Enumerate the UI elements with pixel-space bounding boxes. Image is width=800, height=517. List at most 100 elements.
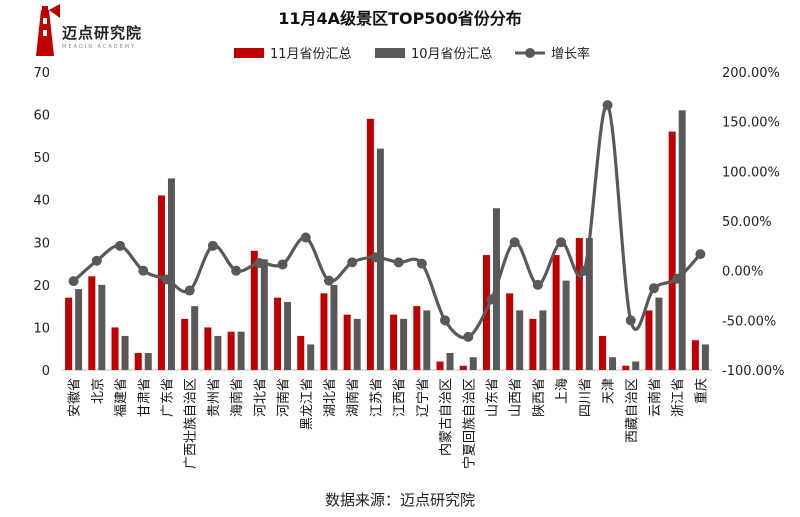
bar-nov <box>250 250 258 370</box>
bar-oct <box>260 259 268 370</box>
bar-oct <box>446 352 454 370</box>
legend: 11月省份汇总 10月省份汇总 增长率 <box>234 46 590 62</box>
category-label: 上海 <box>555 378 570 404</box>
right-axis: -100.00% -50.00% 0.00% 50.00% 100.00% 150.00%… <box>722 66 785 379</box>
growth-rate-point <box>556 237 567 248</box>
growth-rate-point <box>672 273 683 284</box>
bar-oct <box>469 357 477 370</box>
legend-swatch <box>375 48 405 58</box>
category-label: 西藏自治区 <box>625 378 640 443</box>
bar-oct <box>144 352 152 370</box>
growth-rate-point <box>486 294 497 305</box>
bar-nov <box>413 306 421 370</box>
bar-oct <box>423 310 431 370</box>
bar-oct <box>98 284 106 370</box>
category-label: 河南省 <box>276 378 292 417</box>
source-note: 数据来源：迈点研究院 <box>325 491 475 509</box>
growth-rate-line <box>72 103 702 340</box>
left-tick-label: 10 <box>33 321 50 336</box>
bar-oct <box>191 306 199 370</box>
bar-nov <box>552 255 560 370</box>
left-tick-label: 40 <box>33 194 50 209</box>
growth-rate-point <box>323 275 334 286</box>
bar-oct <box>539 310 547 370</box>
category-label: 贵州省 <box>207 378 222 417</box>
category-label: 陕西省 <box>532 378 547 417</box>
category-label: 海南省 <box>229 378 245 417</box>
bar-oct <box>167 178 175 370</box>
category-label: 内蒙古自治区 <box>438 378 454 456</box>
category-label: 湖北省 <box>323 378 338 417</box>
bar-oct <box>632 361 640 370</box>
bar-oct <box>701 344 709 370</box>
bar-nov <box>111 327 119 370</box>
growth-rate-point <box>207 240 218 251</box>
right-tick-label: 100.00% <box>722 165 780 180</box>
bar-nov <box>297 335 305 370</box>
bar-nov <box>575 238 583 370</box>
bar-nov <box>134 352 142 370</box>
bar-nov <box>157 195 165 370</box>
bar-oct <box>655 297 663 370</box>
growth-rate-point <box>68 276 79 287</box>
growth-rate-point <box>695 249 706 260</box>
growth-rate-point <box>138 265 149 276</box>
legend-swatch <box>234 48 264 58</box>
bar-oct <box>400 318 408 370</box>
category-label: 四川省 <box>578 378 593 417</box>
bar-oct <box>516 310 524 370</box>
left-tick-label: 70 <box>33 66 50 81</box>
growth-rate-point <box>184 285 195 296</box>
bar-nov <box>204 327 212 370</box>
category-label: 山东省 <box>485 378 500 417</box>
bar-nov <box>459 365 467 370</box>
bar-nov <box>227 331 235 370</box>
category-label: 福建省 <box>114 378 129 417</box>
bar-nov <box>599 335 607 370</box>
growth-rate-point <box>370 252 381 263</box>
growth-rate-point <box>254 258 265 269</box>
category-labels: 安徽省 北京 福建省 甘肃省 广东省 广西壮族自治区 贵州省 海南省 河北省 河南省 黑龙江省 湖北省… <box>68 378 710 469</box>
growth-rate-point <box>509 237 520 248</box>
growth-rate-point <box>277 259 288 270</box>
growth-rate-point <box>91 255 102 266</box>
category-label: 云南省 <box>647 378 663 417</box>
bar-nov <box>668 131 676 370</box>
growth-rate-point <box>440 315 451 326</box>
growth-rate-point <box>579 265 590 276</box>
category-label: 江西省 <box>393 378 408 417</box>
category-label: 黑龙江省 <box>300 378 315 430</box>
growth-rate-point <box>625 315 636 326</box>
growth-rate-point <box>532 279 543 290</box>
category-label: 天津 <box>602 378 617 404</box>
bar-oct <box>585 238 593 370</box>
category-label: 安徽省 <box>68 378 83 417</box>
bar-nov <box>529 318 537 370</box>
right-tick-label: -100.00% <box>722 364 785 379</box>
bar-oct <box>284 301 292 370</box>
bar-oct <box>214 335 222 370</box>
category-label: 广西壮族自治区 <box>183 378 199 469</box>
category-label: 甘肃省 <box>137 378 152 417</box>
bar-nov <box>274 297 282 370</box>
bar-nov <box>436 361 444 370</box>
category-label: 江苏省 <box>368 378 384 417</box>
bar-nov <box>65 297 73 370</box>
bar-oct <box>678 110 686 371</box>
bar-oct <box>330 284 338 370</box>
bar-oct <box>237 331 245 370</box>
left-tick-label: 20 <box>33 279 50 294</box>
bar-nov <box>320 293 328 370</box>
lighthouse-logo-icon <box>36 4 60 56</box>
left-tick-label: 50 <box>33 151 50 166</box>
bar-nov <box>390 314 398 370</box>
legend-marker <box>525 48 535 58</box>
growth-rate-point <box>231 265 242 276</box>
growth-rate-point <box>602 100 613 111</box>
bar-oct <box>307 344 315 370</box>
category-label: 北京 <box>91 378 106 404</box>
chart-title: 11月4A级景区TOP500省份分布 <box>278 9 521 28</box>
growth-rate-point <box>300 232 311 243</box>
bar-nov <box>366 118 374 370</box>
